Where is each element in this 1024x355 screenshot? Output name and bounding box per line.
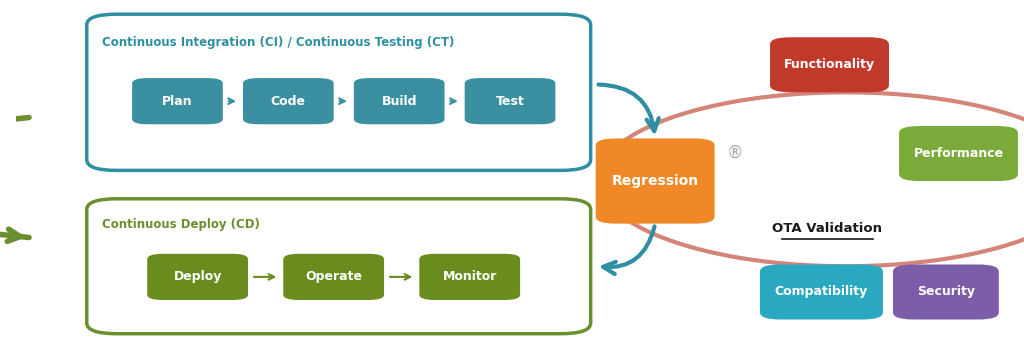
FancyBboxPatch shape (893, 264, 998, 320)
Text: Regression: Regression (611, 174, 698, 188)
Text: ®: ® (726, 144, 743, 162)
Text: Compatibility: Compatibility (775, 285, 868, 299)
FancyBboxPatch shape (147, 254, 248, 300)
Text: Plan: Plan (162, 95, 193, 108)
Text: Continuous Deploy (CD): Continuous Deploy (CD) (101, 218, 260, 231)
FancyBboxPatch shape (770, 37, 889, 92)
FancyBboxPatch shape (596, 138, 715, 224)
Text: Functionality: Functionality (784, 58, 876, 71)
FancyBboxPatch shape (284, 254, 384, 300)
Text: Code: Code (270, 95, 306, 108)
Text: Monitor: Monitor (442, 271, 497, 283)
Text: Performance: Performance (913, 147, 1004, 160)
FancyBboxPatch shape (132, 78, 223, 124)
FancyBboxPatch shape (465, 78, 555, 124)
Text: Test: Test (496, 95, 524, 108)
Text: Deploy: Deploy (173, 271, 222, 283)
Text: Security: Security (916, 285, 975, 299)
FancyBboxPatch shape (243, 78, 334, 124)
Text: Build: Build (381, 95, 417, 108)
Text: Continuous Integration (CI) / Continuous Testing (CT): Continuous Integration (CI) / Continuous… (101, 36, 455, 49)
Text: Operate: Operate (305, 271, 362, 283)
FancyBboxPatch shape (420, 254, 520, 300)
Text: OTA Validation: OTA Validation (772, 223, 883, 235)
FancyBboxPatch shape (899, 126, 1018, 181)
FancyBboxPatch shape (760, 264, 883, 320)
FancyBboxPatch shape (354, 78, 444, 124)
